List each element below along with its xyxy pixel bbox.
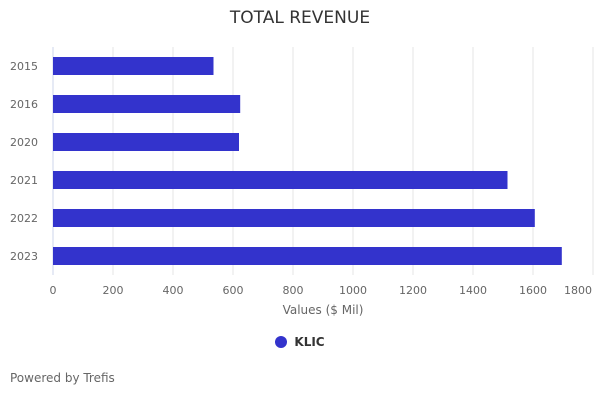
bar-2015 — [53, 57, 214, 75]
bar-2020 — [53, 133, 239, 151]
y-tick-label: 2016 — [10, 98, 38, 111]
y-tick-label: 2023 — [10, 250, 38, 263]
bar-2016 — [53, 95, 241, 113]
x-tick-label: 800 — [283, 284, 304, 297]
chart-title: TOTAL REVENUE — [229, 8, 371, 28]
legend[interactable]: KLIC — [0, 335, 600, 349]
bar-chart: 0 200 400 600 800 1000 1200 1400 1600 1800 2015 201… — [10, 47, 594, 297]
bar-2022 — [53, 209, 535, 227]
x-tick-label: 1000 — [339, 284, 367, 297]
x-tick-label: 1200 — [399, 284, 427, 297]
y-tick-label: 2021 — [10, 174, 38, 187]
x-axis-label: Values ($ Mil) — [282, 303, 364, 317]
y-tick-label: 2015 — [10, 60, 38, 73]
x-tick-label: 1600 — [519, 284, 547, 297]
bar-2023 — [53, 247, 562, 265]
x-tick-label: 600 — [223, 284, 244, 297]
y-tick-label: 2020 — [10, 136, 38, 149]
x-tick-label: 0 — [50, 284, 57, 297]
x-tick-label: 200 — [103, 284, 124, 297]
y-tick-label: 2022 — [10, 212, 38, 225]
legend-marker-icon — [275, 336, 288, 348]
x-tick-label: 1800 — [564, 284, 592, 297]
powered-by-credit[interactable]: Powered by Trefis — [10, 371, 115, 385]
bar-2021 — [53, 171, 508, 189]
x-tick-label: 400 — [163, 284, 184, 297]
legend-label: KLIC — [294, 335, 325, 349]
x-tick-label: 1400 — [459, 284, 487, 297]
